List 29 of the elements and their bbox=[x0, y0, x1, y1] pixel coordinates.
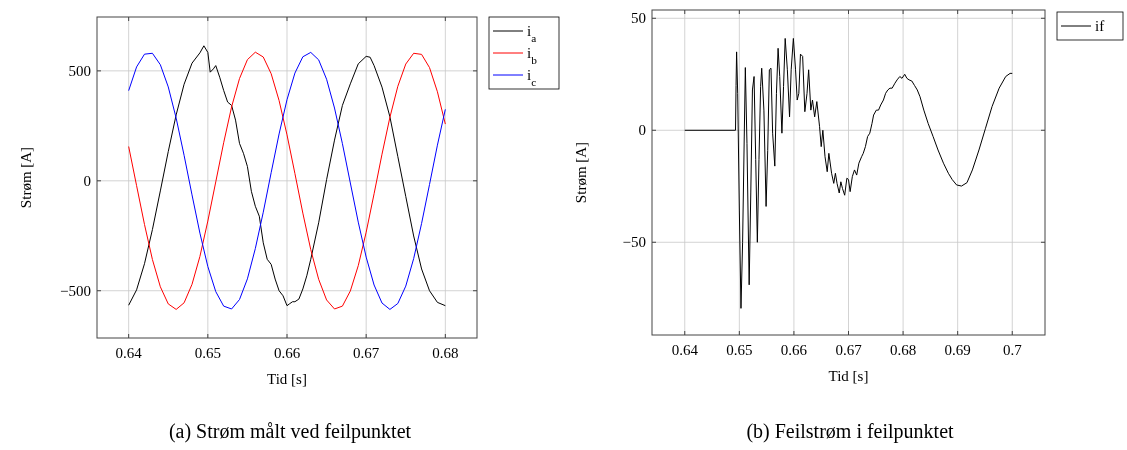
x-tick-label: 0.66 bbox=[273, 345, 301, 361]
x-axis-title: Tid [s] bbox=[828, 368, 869, 384]
x-tick-label: 0.7 bbox=[1002, 342, 1023, 358]
y-axis-title: Strøm [A] bbox=[573, 141, 589, 204]
line-series bbox=[684, 37, 1013, 309]
x-tick-label: 0.68 bbox=[432, 345, 459, 361]
y-tick-label: 0 bbox=[83, 172, 91, 189]
y-tick-label: 0 bbox=[638, 122, 646, 139]
legend-label: i$_{b}$ bbox=[527, 45, 538, 66]
x-tick-label: 0.67 bbox=[835, 342, 863, 358]
y-tick-label: 500 bbox=[68, 62, 91, 79]
legend-label: i$_{c}$ bbox=[527, 67, 537, 88]
x-axis-title: Tid [s] bbox=[267, 371, 307, 387]
legend-label: if bbox=[1095, 18, 1105, 34]
x-tick-label: 0.69 bbox=[944, 342, 971, 358]
x-tick-label: 0.64 bbox=[115, 345, 143, 361]
x-tick-label: 0.68 bbox=[889, 342, 917, 358]
x-tick-label: 0.66 bbox=[780, 342, 808, 358]
y-tick-label: −500 bbox=[60, 282, 91, 299]
y-axis-title: Strøm [A] bbox=[18, 146, 34, 209]
x-tick-label: 0.64 bbox=[671, 342, 699, 358]
y-tick-label: −50 bbox=[622, 234, 646, 251]
text: (b) Feilstrøm i feilpunktet bbox=[746, 420, 955, 443]
x-tick-label: 0.65 bbox=[726, 342, 753, 358]
legend-label: i$_{a}$ bbox=[527, 23, 537, 44]
y-tick-label: 50 bbox=[631, 10, 646, 27]
x-tick-label: 0.67 bbox=[353, 345, 380, 361]
text: (a) Strøm målt ved feilpunktet bbox=[168, 420, 412, 443]
x-tick-label: 0.65 bbox=[194, 345, 221, 361]
